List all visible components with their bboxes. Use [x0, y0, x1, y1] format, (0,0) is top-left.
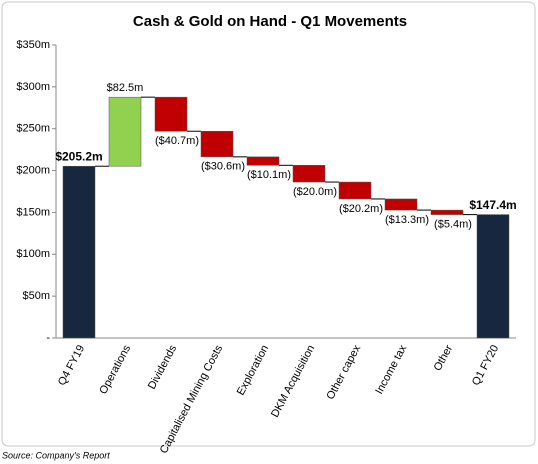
y-tick-label: $300m — [16, 81, 50, 93]
value-label: ($20.0m) — [293, 186, 337, 198]
bar — [384, 198, 418, 211]
value-label: ($20.2m) — [339, 203, 383, 215]
bar — [108, 96, 142, 167]
value-label: $82.5m — [107, 82, 144, 94]
y-tick-label: $50m — [22, 290, 50, 302]
bar — [246, 156, 280, 166]
value-label: $205.2m — [55, 149, 102, 163]
bar — [200, 130, 234, 158]
value-label: ($5.4m) — [434, 219, 472, 231]
value-label: $147.4m — [469, 198, 516, 212]
y-tick-label: - — [46, 332, 50, 344]
y-tick-label: $100m — [16, 248, 50, 260]
y-tick-label: $250m — [16, 123, 50, 135]
y-tick-label: $150m — [16, 206, 50, 218]
bar — [338, 181, 372, 200]
source-note: Source: Company's Report — [2, 450, 110, 460]
value-label: ($13.3m) — [385, 214, 429, 226]
bar — [62, 165, 96, 339]
bar — [292, 165, 326, 183]
value-label: ($30.6m) — [201, 161, 245, 173]
bar — [476, 214, 510, 339]
y-tick-label: $350m — [16, 39, 50, 51]
bar — [430, 209, 464, 215]
y-tick-label: $200m — [16, 164, 50, 176]
chart-title: Cash & Gold on Hand - Q1 Movements — [133, 13, 407, 30]
value-label: ($10.1m) — [247, 169, 291, 181]
value-label: ($40.7m) — [155, 135, 199, 147]
bar — [154, 96, 188, 132]
